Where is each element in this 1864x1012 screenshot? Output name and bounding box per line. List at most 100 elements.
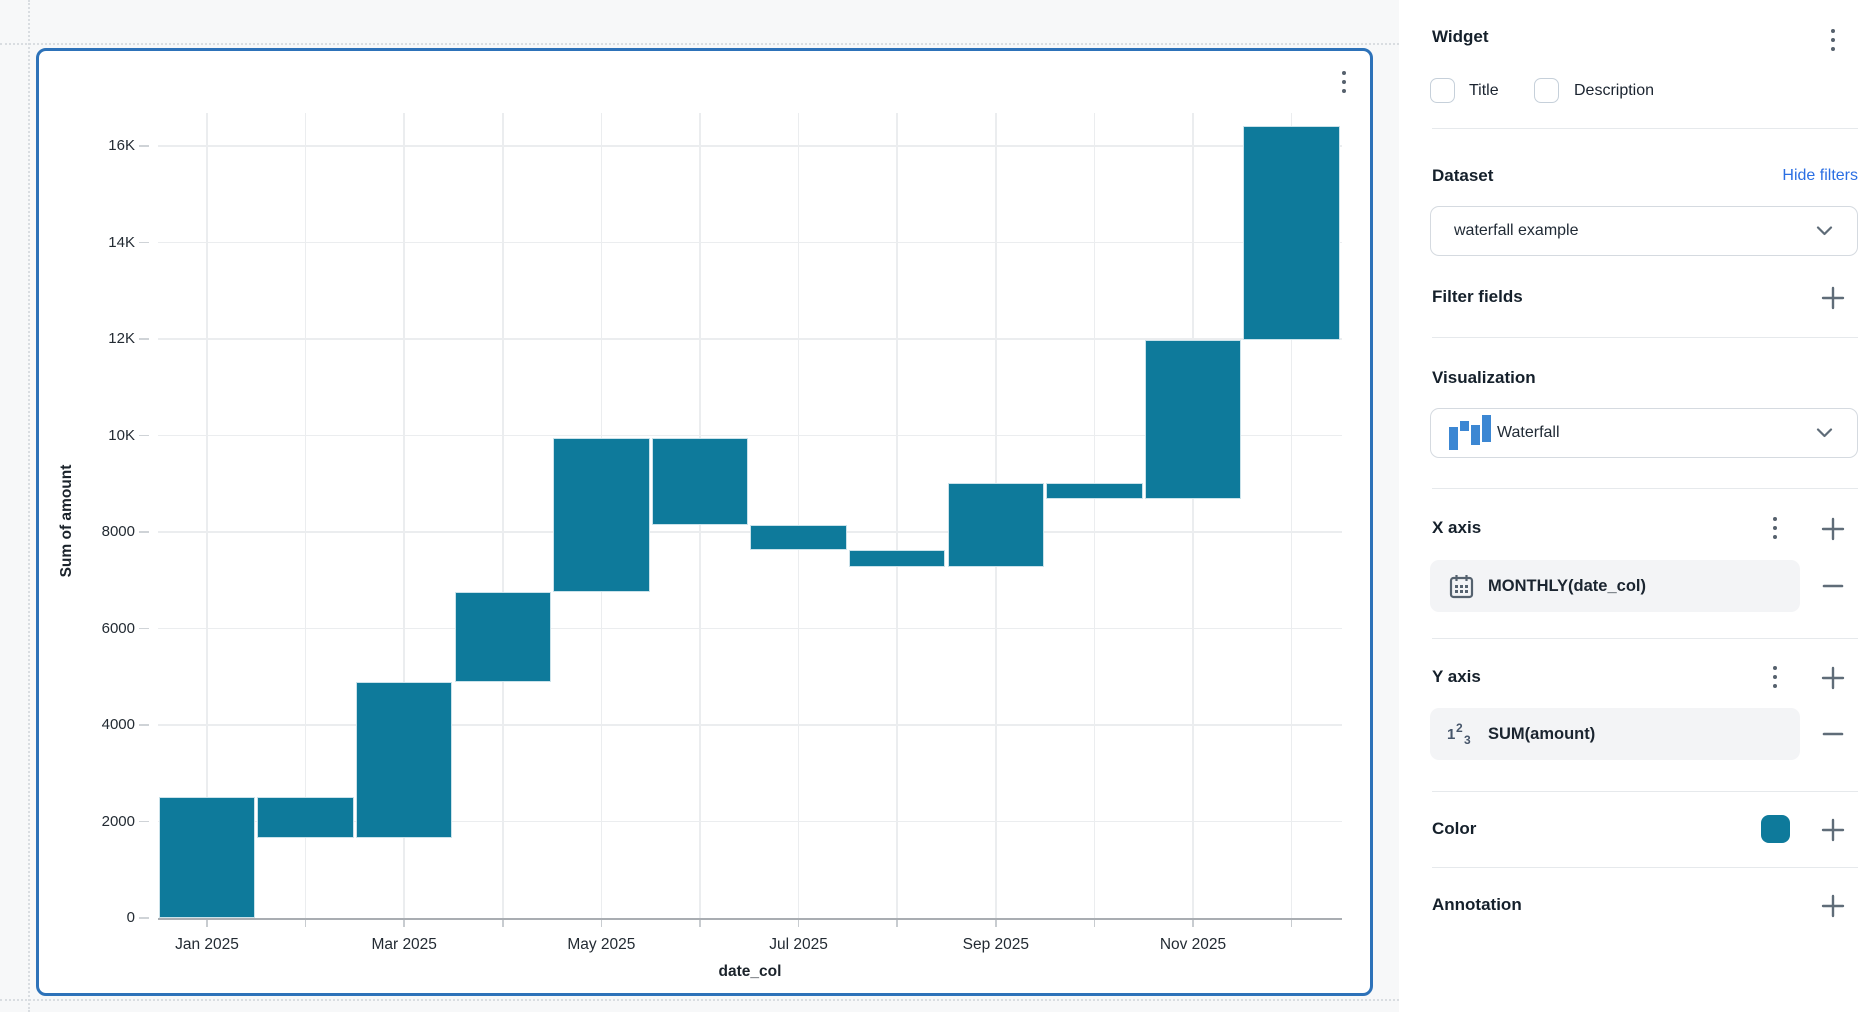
add-y-axis-field-button[interactable]: [1819, 664, 1846, 691]
dataset-select-value: waterfall example: [1454, 222, 1579, 239]
color-swatch[interactable]: [1761, 815, 1790, 843]
horizontal-gridline: [158, 241, 1342, 244]
divider: [1432, 867, 1858, 868]
add-color-button[interactable]: [1819, 816, 1846, 843]
vertical-gridline: [797, 113, 800, 918]
add-filter-field-button[interactable]: [1819, 284, 1846, 311]
waterfall-bar[interactable]: [1144, 339, 1242, 500]
y-tick-mark: [139, 531, 149, 533]
dataset-section-title: Dataset: [1432, 166, 1494, 185]
dataset-select[interactable]: waterfall example: [1430, 206, 1858, 256]
x-axis-field-label: MONTHLY(date_col): [1488, 576, 1646, 595]
x-tick-label: Nov 2025: [1159, 936, 1227, 953]
svg-text:1: 1: [1447, 726, 1455, 743]
chevron-down-icon: [1816, 428, 1833, 438]
divider: [1432, 791, 1858, 792]
waterfall-bar[interactable]: [158, 797, 256, 918]
grid-guide-top: [0, 43, 1399, 45]
waterfall-bar[interactable]: [454, 592, 552, 682]
y-axis-title: Sum of amount: [58, 464, 75, 578]
annotation-section-title: Annotation: [1432, 895, 1522, 914]
y-tick-label: 2000: [101, 812, 135, 830]
widget-card[interactable]: Sum of amount date_col 0 2000 4000 6000 8000…: [36, 48, 1373, 996]
waterfall-bar[interactable]: [355, 681, 453, 839]
hide-filters-link[interactable]: Hide filters: [1782, 167, 1858, 184]
vertical-gridline: [502, 113, 504, 918]
horizontal-gridline: [158, 145, 1342, 147]
svg-text:2: 2: [1456, 721, 1463, 735]
x-tick-mark: [206, 920, 208, 927]
dashboard-canvas: Sum of amount date_col 0 2000 4000 6000 8000…: [0, 0, 1399, 1012]
description-checkbox[interactable]: [1534, 78, 1559, 103]
waterfall-bar[interactable]: [553, 438, 650, 593]
grid-guide-bottom: [0, 999, 1399, 1001]
remove-x-axis-field-button[interactable]: [1821, 578, 1845, 594]
x-tick-label: Jan 2025: [175, 936, 239, 953]
x-axis-kebab-icon[interactable]: [1768, 516, 1782, 540]
plus-icon: [1821, 517, 1844, 540]
y-axis-kebab-icon[interactable]: [1768, 665, 1782, 689]
add-x-axis-field-button[interactable]: [1819, 515, 1846, 542]
grid-guide-left: [28, 0, 30, 1012]
svg-text:3: 3: [1464, 733, 1471, 747]
x-axis-field-pill[interactable]: MONTHLY(date_col): [1430, 560, 1800, 612]
y-tick-mark: [139, 241, 149, 244]
vertical-gridline: [896, 113, 898, 918]
x-tick-mark: [304, 920, 307, 927]
y-tick-label: 16K: [108, 137, 135, 155]
y-axis-section-title: Y axis: [1432, 667, 1481, 686]
x-tick-label: Mar 2025: [371, 936, 437, 953]
visualization-select[interactable]: Waterfall: [1430, 408, 1858, 458]
y-tick-label: 10K: [108, 426, 135, 444]
x-tick-mark: [1093, 920, 1096, 927]
visualization-section-title: Visualization: [1432, 368, 1536, 387]
waterfall-bar[interactable]: [1243, 125, 1340, 340]
divider: [1432, 128, 1858, 129]
x-tick-mark: [699, 920, 701, 927]
waterfall-bar[interactable]: [947, 482, 1045, 567]
waterfall-bar[interactable]: [257, 797, 354, 839]
waterfall-bar[interactable]: [750, 524, 847, 551]
description-checkbox-label: Description: [1574, 82, 1655, 99]
waterfall-bar[interactable]: [848, 550, 946, 567]
y-tick-mark: [139, 338, 149, 340]
add-annotation-button[interactable]: [1819, 892, 1846, 919]
y-tick-mark: [139, 917, 149, 919]
horizontal-gridline: [158, 627, 1342, 630]
divider: [1432, 337, 1858, 338]
y-tick-mark: [139, 145, 149, 147]
y-tick-label: 14K: [108, 233, 135, 251]
widget-section-title: Widget: [1432, 27, 1489, 46]
x-axis-section-title: X axis: [1432, 518, 1482, 537]
waterfall-bar[interactable]: [651, 438, 749, 525]
x-tick-label: Jul 2025: [769, 936, 828, 953]
remove-y-axis-field-button[interactable]: [1821, 726, 1845, 742]
minus-icon: [1822, 584, 1844, 588]
settings-panel: Widget Title Description Dataset Hide fi…: [1399, 0, 1864, 1012]
y-tick-label: 12K: [108, 330, 135, 348]
chevron-down-icon: [1816, 226, 1833, 236]
x-axis-title: date_col: [718, 963, 782, 980]
y-tick-mark: [139, 627, 149, 630]
number-field-icon: 1 2 3: [1447, 721, 1471, 747]
x-tick-mark: [896, 920, 898, 927]
horizontal-gridline: [158, 724, 1342, 726]
x-tick-label: May 2025: [567, 936, 636, 953]
y-tick-label: 8000: [101, 523, 135, 541]
chart-kebab-icon[interactable]: [1335, 67, 1353, 97]
visualization-select-value: Waterfall: [1497, 424, 1560, 441]
y-tick-mark: [139, 724, 149, 726]
filter-fields-section-title: Filter fields: [1432, 287, 1523, 306]
vertical-gridline: [1192, 113, 1194, 918]
title-checkbox-label: Title: [1469, 82, 1499, 99]
title-checkbox[interactable]: [1430, 78, 1455, 103]
minus-icon: [1822, 732, 1844, 736]
waterfall-bar[interactable]: [1046, 482, 1143, 500]
divider: [1432, 488, 1858, 489]
plus-icon: [1821, 894, 1844, 917]
y-axis-field-pill[interactable]: 1 2 3 SUM(amount): [1430, 708, 1800, 760]
calendar-icon: [1449, 574, 1474, 598]
widget-kebab-icon[interactable]: [1826, 28, 1840, 52]
x-tick-mark: [600, 920, 603, 927]
